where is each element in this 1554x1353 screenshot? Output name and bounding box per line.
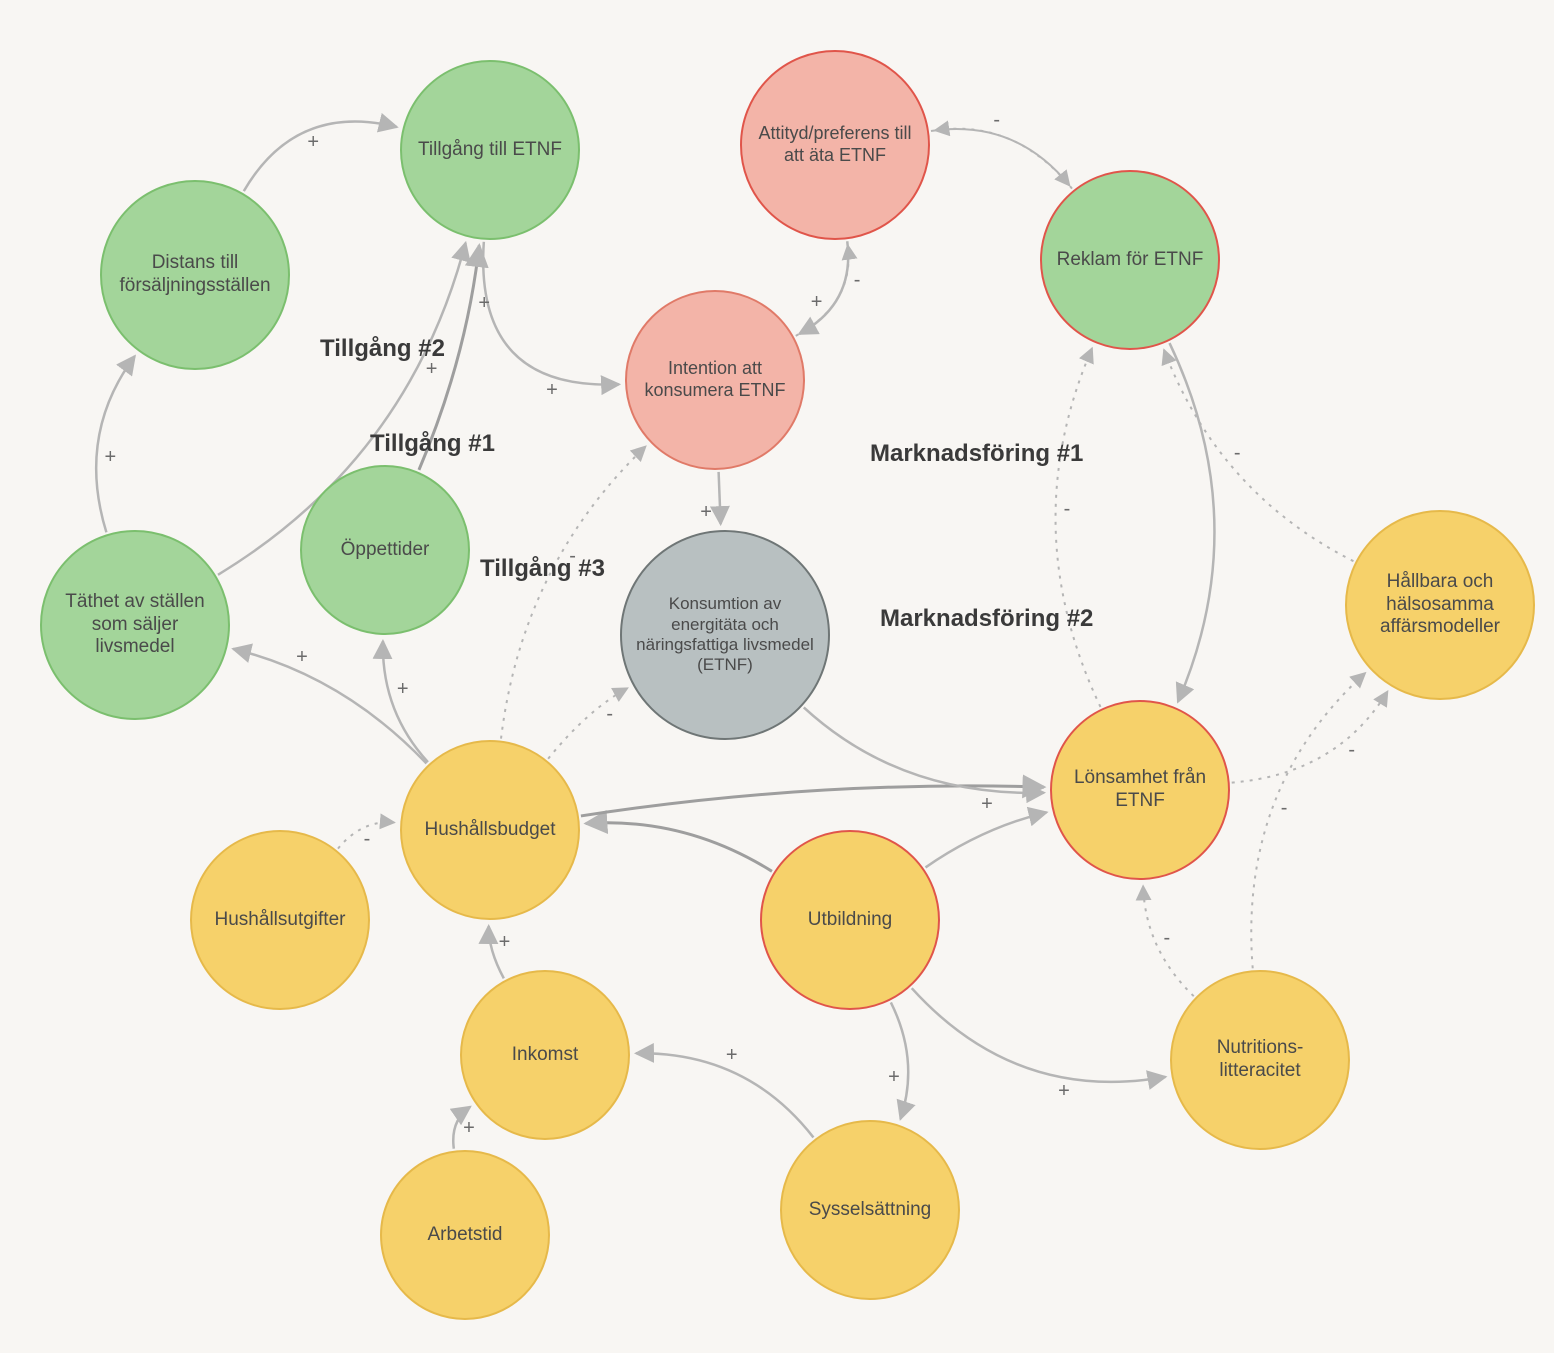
edge-sign: + [307,131,319,154]
edge-hushallsbudget-intention [501,446,646,738]
node-reklam: Reklam för ETNF [1040,170,1220,350]
edge-sign: - [1348,739,1355,762]
edge-sign: + [811,291,823,314]
edge-sign: + [426,358,438,381]
node-hushallsutgifter: Hushållsutgifter [190,830,370,1010]
edge-hushallsbudget-konsumtion [548,688,627,759]
node-distans: Distans till försäljningsställen [100,180,290,370]
node-label: Sysselsättning [809,1199,932,1222]
node-label: Utbildning [808,909,893,932]
node-intention: Intention att konsumera ETNF [625,290,805,470]
node-inkomst: Inkomst [460,970,630,1140]
node-label: Tillgång till ETNF [418,139,562,162]
edge-reklam-attityd [935,129,1072,189]
edge-lonsamhet-reklam [1056,348,1101,707]
edge-reklam-lonsamhet [1170,343,1215,702]
edge-sign: + [499,931,511,954]
edge-hallbara-reklam [1164,350,1353,561]
edge-hushallsbudget-lonsamhet [581,786,1044,816]
edge-sign: + [397,678,409,701]
node-label: Täthet av ställen som säljer livsmedel [52,591,218,659]
edge-sign: - [1234,442,1241,465]
node-tathet: Täthet av ställen som säljer livsmedel [40,530,230,720]
edge-nutrition-hallbara [1251,673,1365,968]
edge-sign: - [1281,797,1288,820]
edge-utbildning-nutrition [912,988,1166,1082]
edge-konsumtion-lonsamhet [804,707,1044,792]
edge-tillgang-intention [483,242,619,385]
edge-attityd-reklam [931,129,1069,185]
node-attityd: Attityd/preferens till att äta ETNF [740,50,930,240]
edge-sign: + [546,379,558,402]
node-hallbara: Hållbara och hälsosamma affärsmodeller [1345,510,1535,700]
edge-sign: + [700,501,712,524]
floating-label-tillgang1: Tillgång #1 [370,430,495,458]
edge-sign: + [296,646,308,669]
diagram-stage: Distans till försäljningsställen Tillgång… [0,0,1554,1353]
edge-sign: + [463,1117,475,1140]
edge-sign: + [888,1066,900,1089]
edge-distans-tillgang [244,122,397,192]
floating-label-marknad1: Marknadsföring #1 [870,440,1083,468]
edge-sign: - [1064,498,1071,521]
edge-attityd-intention [799,241,848,334]
node-tillgang: Tillgång till ETNF [400,60,580,240]
edge-utbildning-lonsamhet [926,812,1047,867]
node-label: Hållbara och hälsosamma affärsmodeller [1357,571,1523,639]
edge-intention-konsumtion [719,472,721,524]
node-label: Reklam för ETNF [1057,249,1204,272]
node-konsumtion: Konsumtion av energitäta och näringsfatt… [620,530,830,740]
edge-sign: - [993,109,1000,132]
node-hushallsbudget: Hushållsbudget [400,740,580,920]
edge-sign: - [569,545,576,568]
edge-sign: + [726,1044,738,1067]
node-utbildning: Utbildning [760,830,940,1010]
node-label: Hushållsbudget [425,819,556,842]
edge-lonsamhet-hallbara [1232,691,1388,782]
floating-label-tillgang3: Tillgång #3 [480,555,605,583]
edge-tathet-distans [96,356,135,532]
edge-sign: + [1058,1080,1070,1103]
node-lonsamhet: Lönsamhet från ETNF [1050,700,1230,880]
node-syssel: Sysselsättning [780,1120,960,1300]
edge-sign: + [104,446,116,469]
edge-hushallsbudget-tathet [233,649,426,764]
node-label: Lönsamhet från ETNF [1062,767,1218,813]
node-label: Öppettider [341,539,430,562]
edge-sign: + [981,793,993,816]
node-label: Attityd/preferens till att äta ETNF [752,123,918,166]
node-label: Distans till försäljningsställen [112,252,278,298]
node-label: Konsumtion av energitäta och näringsfatt… [632,594,818,676]
node-label: Hushållsutgifter [215,909,346,932]
floating-label-marknad2: Marknadsföring #2 [880,605,1093,633]
edge-utbildning-syssel [891,1002,908,1119]
edge-sign: - [1164,927,1171,950]
node-label: Inkomst [512,1044,579,1067]
edge-sign: - [606,703,613,726]
node-label: Nutritions-litteracitet [1182,1037,1338,1083]
node-label: Arbetstid [428,1224,503,1247]
edge-sign: + [478,292,490,315]
edge-hushallsbudget-oppettider [383,641,428,762]
edge-sign: - [854,269,861,292]
edge-utbildning-hushallsbudget [586,823,772,872]
node-nutrition: Nutritions-litteracitet [1170,970,1350,1150]
edge-syssel-inkomst [636,1053,813,1137]
edge-sign: - [364,828,371,851]
node-arbetstid: Arbetstid [380,1150,550,1320]
node-oppettider: Öppettider [300,465,470,635]
node-label: Intention att konsumera ETNF [637,358,793,401]
